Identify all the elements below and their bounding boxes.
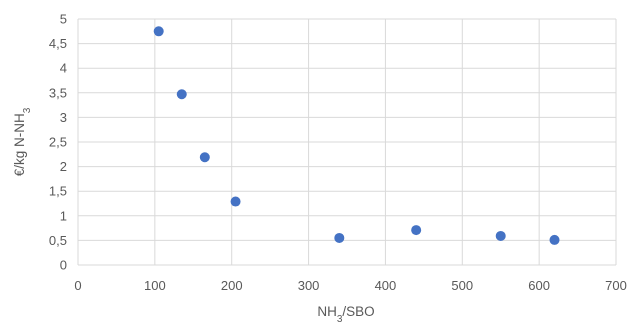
x-tick-label: 300 xyxy=(298,278,320,293)
tick-labels: 0 0,5 1 1,5 2 2,5 3 3,5 4 4,5 5 0 100 200 300 400 500 600… xyxy=(49,12,627,294)
y-tick-label: 4,5 xyxy=(49,36,67,51)
gridlines xyxy=(78,18,617,265)
data-point xyxy=(334,232,345,243)
data-point xyxy=(411,225,422,236)
data-point xyxy=(176,89,187,100)
y-tick-label: 0 xyxy=(60,258,67,273)
y-axis-title-subscript: 3 xyxy=(22,107,33,113)
y-tick-label: 1 xyxy=(60,208,67,223)
x-tick-label: 100 xyxy=(144,278,166,293)
data-point xyxy=(230,196,241,207)
x-tick-label: 400 xyxy=(375,278,397,293)
y-axis-title: €/kg N-NH3 xyxy=(12,107,33,176)
x-axis-title-base: NH xyxy=(317,304,337,319)
data-point xyxy=(495,230,506,241)
data-point xyxy=(153,26,164,37)
y-tick-label: 2 xyxy=(60,159,67,174)
x-tick-label: 200 xyxy=(221,278,243,293)
data-point xyxy=(549,234,560,245)
data-point xyxy=(199,152,210,163)
y-tick-label: 1,5 xyxy=(49,184,67,199)
x-tick-label: 600 xyxy=(528,278,550,293)
y-tick-label: 4 xyxy=(60,61,67,76)
y-tick-label: 3 xyxy=(60,110,67,125)
y-tick-label: 2,5 xyxy=(49,135,67,150)
x-tick-label: 500 xyxy=(451,278,473,293)
x-tick-label: 0 xyxy=(74,278,81,293)
x-tick-label: 700 xyxy=(605,278,627,293)
x-axis-title: NH3/SBO xyxy=(317,304,374,323)
y-tick-label: 5 xyxy=(60,12,67,27)
y-tick-label: 0,5 xyxy=(49,233,67,248)
axes xyxy=(77,19,616,266)
x-axis-title-subscript: 3 xyxy=(337,314,343,323)
data-points xyxy=(153,26,560,245)
y-tick-label: 3,5 xyxy=(49,85,67,100)
y-axis-title-base: €/kg N-NH xyxy=(12,113,27,176)
x-axis-title-rest: /SBO xyxy=(342,304,374,319)
